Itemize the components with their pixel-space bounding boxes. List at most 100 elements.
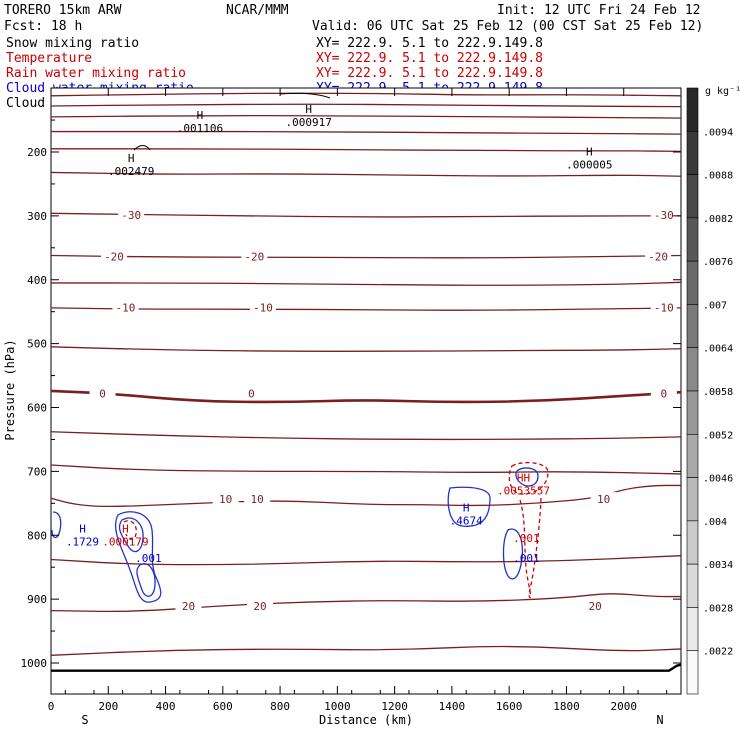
colorbar-label: .0028 bbox=[703, 603, 733, 614]
isotherm--30-6 bbox=[50, 212, 681, 218]
plot-frame bbox=[50, 87, 682, 695]
colorbar-segment bbox=[686, 520, 699, 565]
legend-xy-0: XY= 222.9. 5.1 to 222.9.149.8 bbox=[316, 36, 543, 51]
x-axis-south-label: S bbox=[81, 713, 88, 727]
contour-value-label: .001 bbox=[513, 552, 540, 565]
isotherm-label-bg bbox=[89, 386, 116, 400]
hydrometeor-contour-6 bbox=[508, 461, 549, 495]
isotherm--5-10 bbox=[50, 346, 682, 352]
isotherm--40-4 bbox=[51, 148, 682, 153]
hydrometeor-contour-0 bbox=[51, 511, 62, 539]
isotherm-label-bg bbox=[590, 492, 617, 506]
colorbar-segment bbox=[686, 390, 699, 435]
colorbar-segment bbox=[686, 477, 699, 522]
colorbar-label: .0064 bbox=[703, 344, 733, 355]
contour-value-label: .001 bbox=[513, 532, 540, 545]
valid-time: Valid: 06 UTC Sat 25 Feb 12 (00 CST Sat … bbox=[312, 19, 703, 34]
colorbar-label: .0094 bbox=[703, 127, 733, 138]
isotherm--40-2 bbox=[50, 114, 682, 119]
isotherm-8-13 bbox=[50, 464, 682, 475]
y-tick-label: 600 bbox=[27, 402, 47, 415]
isotherm-label-bg bbox=[244, 492, 271, 506]
colorbar-label: .0022 bbox=[703, 647, 733, 658]
y-tick-label: 1000 bbox=[21, 657, 48, 670]
extremum-value: .4674 bbox=[450, 514, 483, 527]
isotherm-label-bg bbox=[112, 300, 139, 314]
isotherm-label-bg bbox=[645, 249, 672, 263]
colorbar-segment bbox=[686, 304, 699, 349]
hydrometeor-contour-7 bbox=[515, 467, 539, 487]
legend-field-2: Rain water mixing ratio bbox=[6, 66, 186, 81]
isotherm-label-bg bbox=[650, 207, 677, 221]
isotherm--10-9 bbox=[50, 307, 682, 311]
extremum-value: .000179 bbox=[102, 535, 148, 548]
hydrometeor-contour-10 bbox=[502, 528, 524, 580]
isotherm-20-16 bbox=[50, 593, 681, 613]
isotherm-label-bg bbox=[650, 300, 677, 314]
isotherm-label: 10 bbox=[251, 493, 264, 506]
y-tick-label: 700 bbox=[27, 465, 47, 478]
isotherm-contours bbox=[50, 92, 682, 656]
x-tick-label: 1800 bbox=[553, 700, 580, 713]
colorbar-segment bbox=[686, 650, 699, 695]
isotherm-label: -20 bbox=[244, 250, 264, 263]
ice-contour bbox=[279, 92, 331, 99]
isotherm--40-3 bbox=[51, 130, 682, 135]
hydrometeor-contour-9 bbox=[528, 497, 542, 599]
init-time: Init: 12 UTC Fri 24 Feb 12 bbox=[497, 3, 701, 18]
legend-field-0: Snow mixing ratio bbox=[6, 36, 139, 51]
isotherm-label: 10 bbox=[597, 493, 610, 506]
isotherm-label-bg bbox=[175, 598, 202, 612]
isotherm-label-bg bbox=[249, 300, 276, 314]
x-tick-label: 800 bbox=[270, 700, 290, 713]
y-axis-label: Pressure (hPa) bbox=[3, 339, 17, 440]
hydrometeor-contour-5 bbox=[447, 486, 491, 527]
isotherm-25-17 bbox=[50, 645, 682, 656]
y-tick-label: 400 bbox=[27, 274, 47, 287]
forecast-hour: Fcst: 18 h bbox=[4, 19, 82, 34]
extremum-value: .002479 bbox=[108, 165, 154, 178]
colorbar-segment bbox=[686, 130, 699, 175]
colorbar-segment bbox=[686, 87, 699, 132]
extremum-high-mark: H bbox=[128, 152, 135, 165]
colorbar-label: .0046 bbox=[703, 474, 733, 485]
x-tick-label: 1000 bbox=[324, 700, 351, 713]
isotherm-label: -10 bbox=[253, 301, 273, 314]
isotherm-label-bg bbox=[241, 249, 268, 263]
isotherm-label: 20 bbox=[588, 600, 601, 613]
y-tick-label: 900 bbox=[27, 593, 47, 606]
isotherm-label: -10 bbox=[654, 301, 674, 314]
extremum-value: .000005 bbox=[566, 159, 612, 172]
isotherm-label: -20 bbox=[648, 250, 668, 263]
legend-field-1: Temperature bbox=[6, 51, 92, 66]
x-axis-north-label: N bbox=[656, 713, 663, 727]
colorbar-units: g kg⁻¹ bbox=[705, 86, 740, 97]
extremum-high-mark: H bbox=[197, 109, 204, 122]
x-tick-label: 2000 bbox=[610, 700, 637, 713]
extremum-high-mark: H bbox=[122, 522, 129, 535]
axes: 0 200 400 600 800 1000 1200 1400 1600 1800 2000200… bbox=[21, 88, 681, 713]
extremum-high-mark: H bbox=[79, 522, 86, 535]
isotherm-label-bg bbox=[650, 386, 677, 400]
isotherm--40-0 bbox=[50, 92, 682, 97]
isotherm--40-1 bbox=[50, 103, 682, 108]
org-title: NCAR/MMM bbox=[226, 3, 289, 18]
colorbar-label: .0082 bbox=[703, 214, 733, 225]
x-tick-label: 200 bbox=[98, 700, 118, 713]
isotherm-label: 20 bbox=[253, 600, 266, 613]
extremum-value: .0053557 bbox=[497, 484, 550, 497]
isotherm-label: 0 bbox=[661, 388, 668, 401]
colorbar-label: .004 bbox=[703, 517, 727, 528]
x-tick-label: 600 bbox=[213, 700, 233, 713]
colorbar: .0094 .0088 .0082 .0076 .007 .0064 .0058 .0052.… bbox=[686, 87, 733, 695]
colorbar-label: .0076 bbox=[703, 257, 733, 268]
hydrometeor-contour-8 bbox=[519, 499, 532, 599]
isotherm--15-8 bbox=[50, 281, 682, 286]
y-tick-label: 800 bbox=[27, 529, 47, 542]
isotherm-label: -10 bbox=[116, 301, 136, 314]
extremum-high-mark: H bbox=[586, 146, 593, 159]
isotherm-label: 20 bbox=[182, 600, 195, 613]
isotherm-5-12 bbox=[50, 431, 682, 441]
x-tick-label: 1600 bbox=[496, 700, 523, 713]
colorbar-label: .0052 bbox=[703, 430, 733, 441]
